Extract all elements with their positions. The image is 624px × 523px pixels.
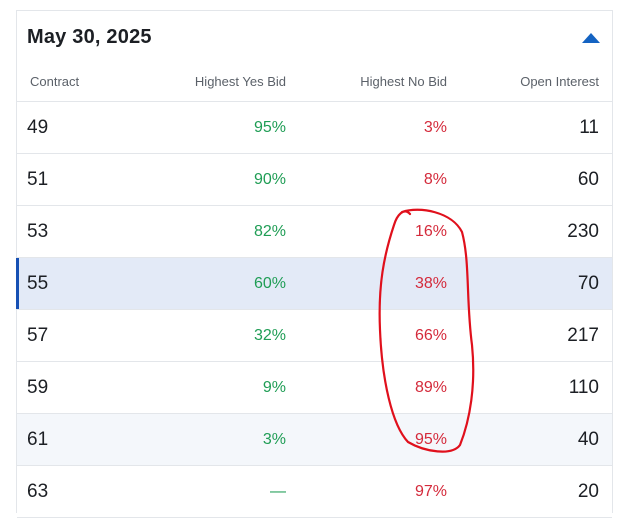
cell-contract: 55: [27, 273, 49, 294]
col-header-contract: Contract: [30, 74, 80, 89]
table-row[interactable]: 57 32% 66% 217: [17, 310, 612, 362]
table-row[interactable]: 53 82% 16% 230: [17, 206, 612, 258]
cell-yes-bid[interactable]: 32%: [253, 327, 286, 344]
cell-yes-bid[interactable]: 60%: [253, 275, 286, 292]
cell-contract: 57: [27, 325, 49, 346]
cell-no-bid[interactable]: 38%: [414, 275, 447, 292]
cell-no-bid[interactable]: 8%: [423, 171, 447, 188]
date-title: May 30, 2025: [27, 26, 152, 48]
cell-no-bid[interactable]: 66%: [414, 327, 447, 344]
cell-no-bid[interactable]: 3%: [423, 119, 447, 136]
cell-no-bid[interactable]: 89%: [414, 379, 447, 396]
caret-up-icon[interactable]: [582, 33, 600, 43]
cell-yes-bid[interactable]: 9%: [262, 379, 286, 396]
cell-contract: 59: [27, 377, 49, 398]
cell-contract: 61: [27, 429, 49, 450]
cell-contract: 49: [27, 117, 49, 138]
cell-yes-bid[interactable]: —: [270, 483, 286, 500]
table-row[interactable]: 59 9% 89% 110: [17, 362, 612, 414]
column-headers: Contract Highest Yes Bid Highest No Bid …: [17, 63, 612, 102]
cell-yes-bid[interactable]: 90%: [253, 171, 286, 188]
cell-open-interest: 217: [567, 325, 599, 346]
cell-open-interest: 40: [577, 429, 599, 450]
contract-table: 49 95% 3% 11 51 90% 8% 60 53 82% 16% 230…: [16, 102, 612, 518]
cell-open-interest: 110: [568, 377, 599, 398]
cell-yes-bid[interactable]: 95%: [253, 119, 286, 136]
cell-contract: 53: [27, 221, 49, 242]
cell-contract: 63: [27, 481, 49, 502]
contract-card: May 30, 2025 Contract Highest Yes Bid Hi…: [16, 10, 613, 518]
date-header[interactable]: May 30, 2025: [17, 11, 612, 63]
col-header-no-bid: Highest No Bid: [360, 74, 447, 89]
cell-no-bid[interactable]: 16%: [414, 223, 447, 240]
table-row[interactable]: 51 90% 8% 60: [17, 154, 612, 206]
cell-no-bid[interactable]: 95%: [414, 431, 447, 448]
col-header-open-interest: Open Interest: [520, 74, 599, 89]
table-row[interactable]: 63 — 97% 20: [17, 466, 612, 518]
table-row[interactable]: 61 3% 95% 40: [17, 414, 612, 466]
cell-no-bid[interactable]: 97%: [414, 483, 447, 500]
cell-contract: 51: [27, 169, 49, 190]
selected-indicator: [16, 258, 19, 309]
cell-open-interest: 11: [579, 117, 599, 138]
cell-yes-bid[interactable]: 82%: [253, 223, 286, 240]
cell-open-interest: 60: [577, 169, 599, 190]
cell-open-interest: 70: [577, 273, 599, 294]
cell-yes-bid[interactable]: 3%: [262, 431, 286, 448]
col-header-yes-bid: Highest Yes Bid: [194, 74, 286, 89]
table-row-selected[interactable]: 55 60% 38% 70: [16, 258, 612, 310]
cell-open-interest: 230: [567, 221, 599, 242]
table-row[interactable]: 49 95% 3% 11: [17, 102, 612, 154]
cell-open-interest: 20: [577, 481, 599, 502]
